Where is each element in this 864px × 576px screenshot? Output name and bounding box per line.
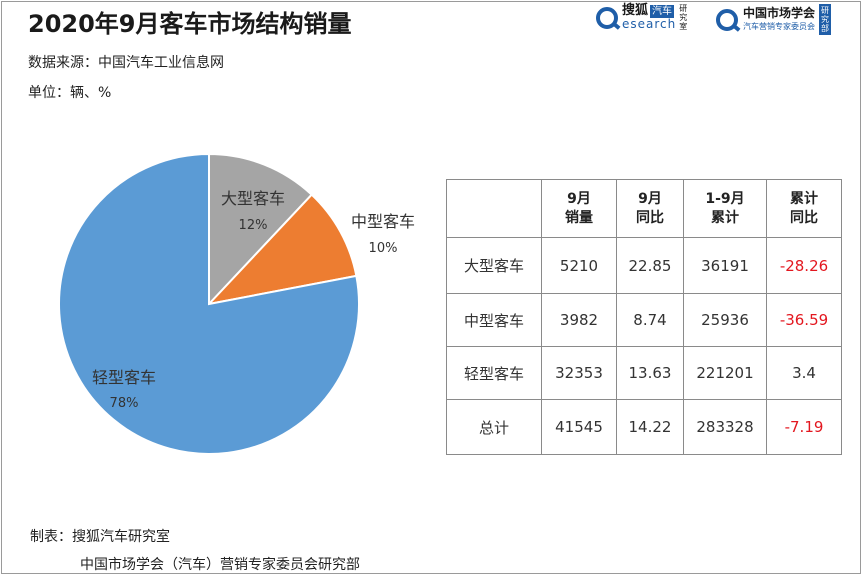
cma-logo: 中国市场学会 汽车营销专家委员会 研究部 <box>716 4 832 35</box>
slice-value-label: 78% <box>110 396 139 411</box>
cell-cumulative-yoy: -28.26 <box>766 237 842 294</box>
cell-yoy: 22.85 <box>616 237 684 294</box>
row-label: 大型客车 <box>446 237 542 294</box>
row-label: 轻型客车 <box>446 346 542 400</box>
slice-label: 轻型客车 <box>92 368 156 387</box>
cma-logo-subtitle: 汽车营销专家委员会 <box>743 21 815 31</box>
row-label: 中型客车 <box>446 293 542 347</box>
magnifier-icon <box>716 8 738 31</box>
chart-title: 2020年9月客车市场结构销量 <box>28 10 352 38</box>
sohu-logo-badge: 汽车 <box>650 5 675 18</box>
table-row: 大型客车 5210 22.85 36191 -28.26 <box>446 237 842 294</box>
cell-yoy: 13.63 <box>616 346 684 400</box>
slice-label: 大型客车 <box>221 189 285 208</box>
cell-yoy: 8.74 <box>616 293 684 347</box>
slice-label: 中型客车 <box>351 212 415 231</box>
cell-sales: 3982 <box>541 293 617 347</box>
cell-cumulative-yoy: 3.4 <box>766 346 842 400</box>
cell-cumulative-yoy: -7.19 <box>766 399 842 455</box>
footer-maker: 制表：搜狐汽车研究室 <box>30 529 170 545</box>
cma-logo-side: 研究部 <box>819 4 832 35</box>
sohu-logo-side: 研究室 <box>679 4 688 31</box>
unit-label: 单位：辆、% <box>28 85 112 101</box>
cell-cumulative-yoy: -36.59 <box>766 293 842 347</box>
header-cell <box>446 179 542 238</box>
slice-value-label: 10% <box>369 241 398 256</box>
cell-yoy: 14.22 <box>616 399 684 455</box>
magnifier-icon <box>596 6 618 29</box>
pie-slice <box>206 193 358 306</box>
sohu-logo-name: 搜狐 <box>622 3 649 18</box>
header-cell-cumulative-yoy: 累计 同比 <box>766 179 842 238</box>
cell-cumulative: 221201 <box>683 346 767 400</box>
sohu-logo-research: esearch <box>622 17 677 31</box>
data-source: 数据来源：中国汽车工业信息网 <box>28 55 224 71</box>
pie-slice <box>208 152 314 307</box>
table-row-total: 总计 41545 14.22 283328 -7.19 <box>446 399 842 455</box>
row-label: 总计 <box>446 399 542 455</box>
table-header-row: 9月 销量 9月 同比 1-9月 累计 累计 同比 <box>446 179 842 238</box>
cell-sales: 5210 <box>541 237 617 294</box>
header-cell-yoy: 9月 同比 <box>616 179 684 238</box>
header-cell-sales: 9月 销量 <box>541 179 617 238</box>
header-cell-cumulative: 1-9月 累计 <box>683 179 767 238</box>
sohu-research-logo: 搜狐 汽车 esearch 研究室 <box>596 4 688 31</box>
sales-table: 9月 销量 9月 同比 1-9月 累计 累计 同比 大型客车 5210 22.85 36… <box>446 179 842 455</box>
footer-org: 中国市场学会（汽车）营销专家委员会研究部 <box>80 557 360 573</box>
cell-sales: 41545 <box>541 399 617 455</box>
table-row: 中型客车 3982 8.74 25936 -36.59 <box>446 293 842 347</box>
cell-sales: 32353 <box>541 346 617 400</box>
pie-slice <box>58 152 360 455</box>
slice-value-label: 12% <box>239 218 268 233</box>
pie-chart: 大型客车 12% 中型客车 10% 轻型客车 78% <box>58 152 415 455</box>
cell-cumulative: 283328 <box>683 399 767 455</box>
cell-cumulative: 36191 <box>683 237 767 294</box>
cma-logo-name: 中国市场学会 <box>743 5 816 20</box>
cell-cumulative: 25936 <box>683 293 767 347</box>
table-row: 轻型客车 32353 13.63 221201 3.4 <box>446 346 842 400</box>
